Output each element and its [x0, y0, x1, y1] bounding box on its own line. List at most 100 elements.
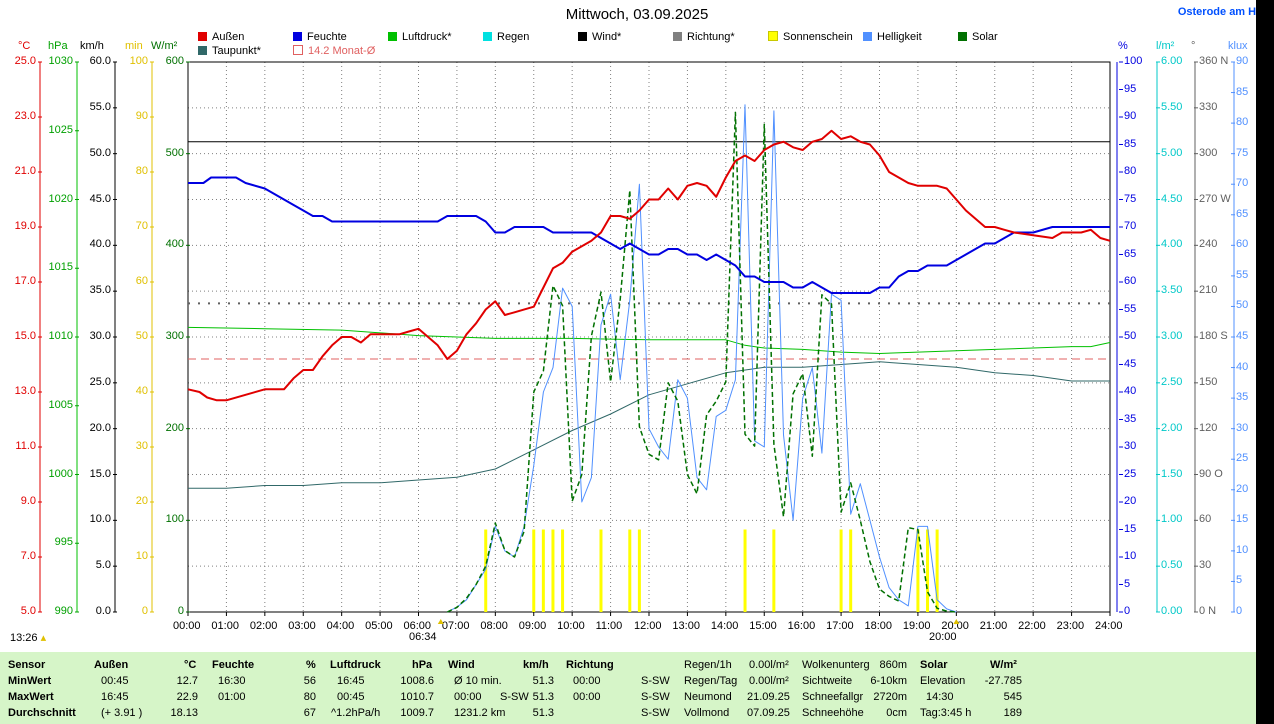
wind-unit: km/h — [523, 659, 549, 671]
axis-tick-label: 1000 — [48, 467, 73, 480]
time-tick-label: 07:00 — [441, 620, 470, 632]
luftdruck-avg-value: 1009.7 — [400, 707, 434, 719]
legend-item-monat: 14.2 Monat-Ø — [293, 45, 375, 57]
legend-swatch — [198, 32, 207, 41]
sunshine-bar — [628, 529, 632, 612]
axis-tick-label: 0.00 — [1161, 605, 1183, 617]
axis-tick-label: 990 — [54, 605, 73, 617]
regen1h-value: 0.00l/m² — [749, 659, 789, 671]
time-tick-label: 21:00 — [979, 620, 1008, 632]
axis-tick-label: 95 — [1124, 82, 1137, 95]
time-tick-label: 16:00 — [787, 620, 816, 632]
time-tick-label: 18:00 — [864, 620, 893, 632]
time-tick-label: 20:00 — [941, 620, 969, 632]
time-tick-label: 10:00 — [557, 620, 585, 632]
time-tick-label: 01:00 — [211, 620, 239, 632]
axis-tick-label: 55 — [1124, 302, 1137, 315]
legend-swatch — [388, 32, 397, 41]
wind-distance: 1231.2 km — [454, 707, 506, 719]
row-max: MaxWert — [8, 691, 54, 703]
legend-swatch — [198, 46, 207, 55]
axis-tick-label: 90 O — [1199, 467, 1223, 480]
axis-tick-label: 80 — [1236, 116, 1249, 129]
wind-max-direction: S-SW — [500, 691, 529, 703]
row-min: MinWert — [8, 675, 52, 687]
axis-tick-label: 15.0 — [14, 330, 36, 342]
luftdruck-header: Luftdruck — [330, 659, 381, 671]
axis-tick-label: 90 — [1236, 55, 1249, 67]
sunshine-bar — [484, 529, 488, 612]
plot-area — [187, 104, 1111, 613]
axis-tick-label: 210 — [1199, 284, 1218, 297]
aussen-max-value: 22.9 — [176, 691, 198, 703]
pressure-line — [187, 326, 1111, 354]
axis-tick-label: 55.0 — [89, 100, 111, 113]
richtung-max-time: 00:00 — [573, 691, 601, 703]
axis-tick-label: 240 — [1199, 238, 1218, 251]
regentag-label: Regen/Tag — [684, 675, 738, 687]
axis-tick-label: 100 — [1124, 55, 1143, 67]
sunset-label: 20:00 — [929, 631, 957, 643]
axis-tick-label: 2.50 — [1161, 375, 1183, 388]
legend-item-luftdruck: Luftdruck* — [388, 31, 452, 43]
sunshine-bar — [743, 529, 747, 612]
axis-tick-label: 30 — [135, 440, 148, 452]
axis-tick-label: 13.0 — [14, 385, 36, 397]
axis-tick-label: 70 — [135, 220, 148, 232]
humidity-line — [188, 176, 1110, 294]
weather-chart — [38, 61, 1235, 624]
aussen-avg-delta: (+ 3.91 ) — [101, 707, 143, 719]
time-tick-label: 24:00 — [1095, 620, 1123, 632]
axis-tick-label: 30 — [1124, 440, 1137, 452]
axis-tick-label: 40 — [135, 385, 148, 397]
luftdruck-max-time: 00:45 — [337, 691, 365, 703]
sunshine-bar — [935, 529, 939, 612]
axis-tick-label: 300 — [165, 330, 184, 342]
temperature-line — [187, 129, 1111, 402]
axis-tick-label: 5 — [1124, 577, 1131, 590]
axis-tick-label: 10 — [1124, 550, 1137, 562]
axis-tick-label: 35 — [1124, 412, 1137, 425]
aussen-max-time: 16:45 — [101, 691, 129, 703]
solar-unit: W/m² — [990, 659, 1017, 671]
axis-tick-label: 270 W — [1199, 192, 1231, 205]
axis-tick-label: 100 — [129, 55, 148, 67]
axis-tick-label: 20 — [1236, 482, 1249, 495]
stats-footer: Sensor MinWert MaxWert Durchschnitt Auße… — [0, 652, 1256, 724]
solar-line — [446, 111, 957, 613]
sunshine-bar — [532, 529, 536, 612]
legend-item-solar: Solar — [958, 31, 998, 43]
axis-tick-label: 20 — [135, 495, 148, 507]
axis-tick-label: 1030 — [48, 55, 73, 67]
axis-tick-label: 600 — [165, 55, 184, 67]
regen1h-label: Regen/1h — [684, 659, 732, 671]
axis-tick-label: 60 — [1236, 238, 1249, 251]
window-edge — [1256, 0, 1274, 724]
axis-tick-label: 20.0 — [89, 421, 111, 434]
axis-tick-label: 150 — [1199, 375, 1218, 388]
axis-tick-label: 35.0 — [89, 284, 111, 297]
axis-tick-label: 25.0 — [89, 375, 111, 388]
unit-solar: W/m² — [151, 40, 178, 52]
axis-tick-label: 17.0 — [14, 275, 36, 287]
unit-min: min — [125, 40, 143, 52]
aussen-unit: °C — [184, 659, 197, 671]
vollmond-value: 07.09.25 — [747, 707, 790, 719]
axis-tick-label: 90 — [135, 110, 148, 122]
station-name[interactable]: Osterode am Harz — [1177, 6, 1272, 18]
axis-tick-label: 11.0 — [15, 440, 36, 452]
axis-tick-label: 60 — [135, 275, 148, 287]
axis-tick-label: 25 — [1236, 452, 1249, 465]
schneehoehe-label: Schneehöhe — [802, 707, 864, 719]
axis-tick-label: 20 — [1124, 495, 1137, 507]
sunrise-label: 06:34 — [409, 631, 437, 643]
axis-tick-label: 10.0 — [89, 513, 111, 526]
sunshine-bar — [916, 529, 920, 612]
aussen-min-time: 00:45 — [101, 675, 129, 687]
axis-tick-label: 30 — [1199, 559, 1212, 572]
axis-tick-label: 180 S — [1199, 330, 1228, 342]
wind-avg10-value: 51.3 — [532, 675, 554, 687]
axis-tick-label: 200 — [165, 421, 184, 434]
legend-item-richtung: Richtung* — [673, 31, 735, 43]
time-tick-label: 04:00 — [326, 620, 355, 632]
